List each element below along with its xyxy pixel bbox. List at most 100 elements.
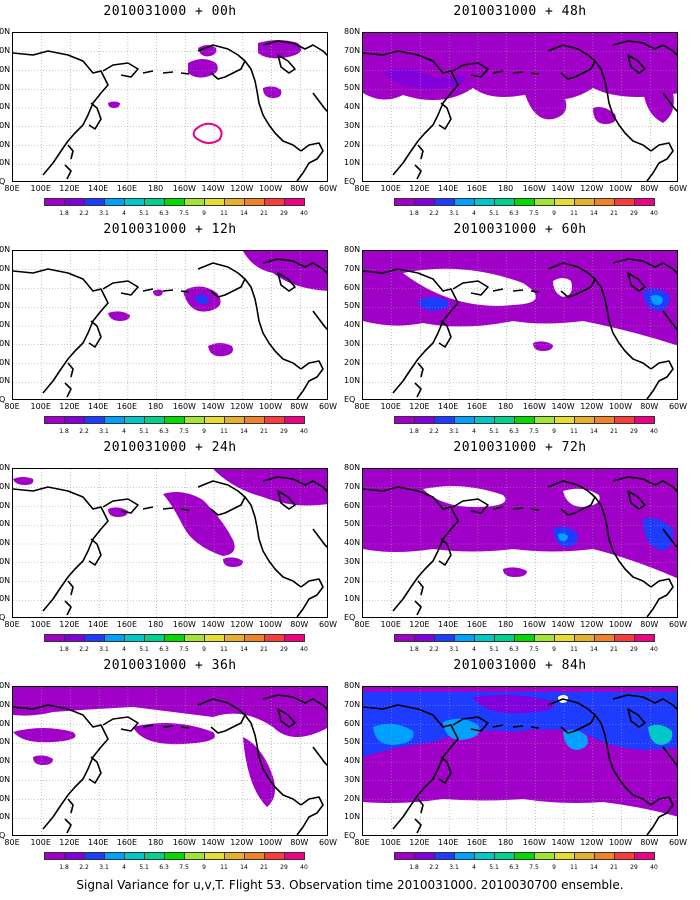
colorbar-swatch xyxy=(594,634,615,642)
coastline xyxy=(363,50,459,176)
colorbar-swatch xyxy=(64,416,85,424)
colorbar-label: 4 xyxy=(472,864,476,871)
latitude-label: 50N xyxy=(0,519,11,529)
colorbar-swatch xyxy=(164,198,185,206)
colorbar-swatch xyxy=(614,198,635,206)
coastline xyxy=(594,714,652,806)
longitude-label: 80W xyxy=(640,402,659,411)
colorbar-swatch xyxy=(614,634,635,642)
coastline xyxy=(244,278,302,370)
colorbar-swatch xyxy=(64,198,85,206)
longitude-label: 160W xyxy=(172,402,196,411)
longitude-label: 80W xyxy=(290,402,309,411)
coastline xyxy=(594,60,652,152)
coastline xyxy=(612,40,677,57)
colorbar-label: 2.2 xyxy=(429,210,439,217)
latitude-label: 60N xyxy=(0,64,11,74)
panel-title: 2010031000 + 36h xyxy=(103,658,237,673)
map-panel-12h: 2010031000 + 12h 80N 70N 60N 50N 40N 30N 20N 10… xyxy=(0,222,340,435)
colorbar-label: 29 xyxy=(280,210,288,217)
longitude-label: 140E xyxy=(438,402,459,411)
latitude-label: 10N xyxy=(0,158,11,168)
colorbar-swatch xyxy=(414,634,435,642)
colorbar-label: 11 xyxy=(220,646,228,653)
longitude-label: 180 xyxy=(147,184,164,193)
colorbar-swatch xyxy=(84,634,105,642)
longitude-label: 100E xyxy=(380,402,401,411)
latitude-label: 40N xyxy=(0,756,11,765)
colorbar-swatch xyxy=(284,852,305,860)
latitude-label: 30N xyxy=(344,120,361,130)
colorbar-swatch xyxy=(44,852,65,860)
colorbar-swatch xyxy=(414,852,435,860)
variance-shading xyxy=(423,486,506,508)
coastline xyxy=(244,496,302,588)
longitude-label: 160W xyxy=(522,838,546,847)
longitude-label: 160E xyxy=(116,620,138,629)
coastline xyxy=(438,538,452,566)
colorbar-label: 1.8 xyxy=(59,210,69,217)
coastline xyxy=(277,490,296,510)
latitude-label: 60N xyxy=(0,282,11,292)
longitude-label: 80W xyxy=(290,620,309,629)
colorbar-label: 4 xyxy=(122,646,126,653)
latitude-label: EQ xyxy=(344,395,356,404)
longitude-label: 60W xyxy=(668,620,688,629)
colorbar-swatch xyxy=(434,852,455,860)
variance-shading xyxy=(651,295,663,305)
map-area xyxy=(362,250,678,400)
longitude-label: 140E xyxy=(438,620,459,629)
longitude-label: 100E xyxy=(30,620,51,629)
longitude-label: 100E xyxy=(380,184,401,193)
colorbar-swatch xyxy=(184,852,205,860)
coastline xyxy=(142,506,190,511)
longitude-label: 100W xyxy=(608,184,633,193)
longitude-label: 100W xyxy=(258,402,283,411)
coastline xyxy=(646,578,674,617)
longitude-label: 180 xyxy=(147,620,164,629)
longitude-label: 120E xyxy=(59,402,80,411)
colorbar-swatch xyxy=(104,198,125,206)
longitude-label: 100W xyxy=(258,838,283,847)
colorbar-label: 7.5 xyxy=(529,864,539,871)
colorbar-label: 4 xyxy=(122,864,126,871)
colorbar-labels: 1.8 2.2 3.1 4 5.1 6.3 7.5 9 11 14 21 29 40 xyxy=(394,210,658,218)
colorbar-label: 3.1 xyxy=(99,864,109,871)
colorbar-swatch xyxy=(84,416,105,424)
colorbar-label: 2.2 xyxy=(79,864,89,871)
colorbar-swatch xyxy=(204,852,225,860)
variance-shading xyxy=(33,755,53,765)
latitude-label: 70N xyxy=(344,45,361,55)
longitude-label: 100W xyxy=(608,402,633,411)
colorbar-swatch xyxy=(574,852,595,860)
colorbar-swatch xyxy=(264,416,285,424)
latitude-label: 20N xyxy=(0,793,11,803)
latitude-label: 40N xyxy=(344,538,361,547)
coastline xyxy=(646,360,674,399)
colorbar-swatch xyxy=(494,416,515,424)
colorbar-label: 9 xyxy=(202,646,206,653)
colorbar-label: 21 xyxy=(260,646,268,653)
colorbar-swatch xyxy=(574,198,595,206)
variance-shading xyxy=(403,268,536,306)
colorbar-label: 2.2 xyxy=(79,646,89,653)
longitude-label: 120E xyxy=(409,620,430,629)
latitude-label: 80N xyxy=(344,681,361,690)
colorbar-swatch xyxy=(184,634,205,642)
colorbar-swatch xyxy=(204,634,225,642)
latitude-label: 20N xyxy=(344,139,361,149)
longitude-label: 120E xyxy=(59,838,80,847)
colorbar-labels: 1.8 2.2 3.1 4 5.1 6.3 7.5 9 11 14 21 29 40 xyxy=(44,864,308,872)
longitude-label: 160W xyxy=(522,184,546,193)
colorbar-label: 4 xyxy=(472,646,476,653)
colorbar-label: 21 xyxy=(610,864,618,871)
longitude-label: 160W xyxy=(172,838,196,847)
colorbar-swatch xyxy=(124,198,145,206)
coastline xyxy=(646,796,674,835)
longitude-label: 180 xyxy=(497,838,514,847)
colorbar-label: 6.3 xyxy=(159,864,169,871)
coastline xyxy=(262,476,327,493)
colorbar-swatch xyxy=(474,634,495,642)
colorbar-swatch xyxy=(574,416,595,424)
latitude-label: 20N xyxy=(344,793,361,803)
